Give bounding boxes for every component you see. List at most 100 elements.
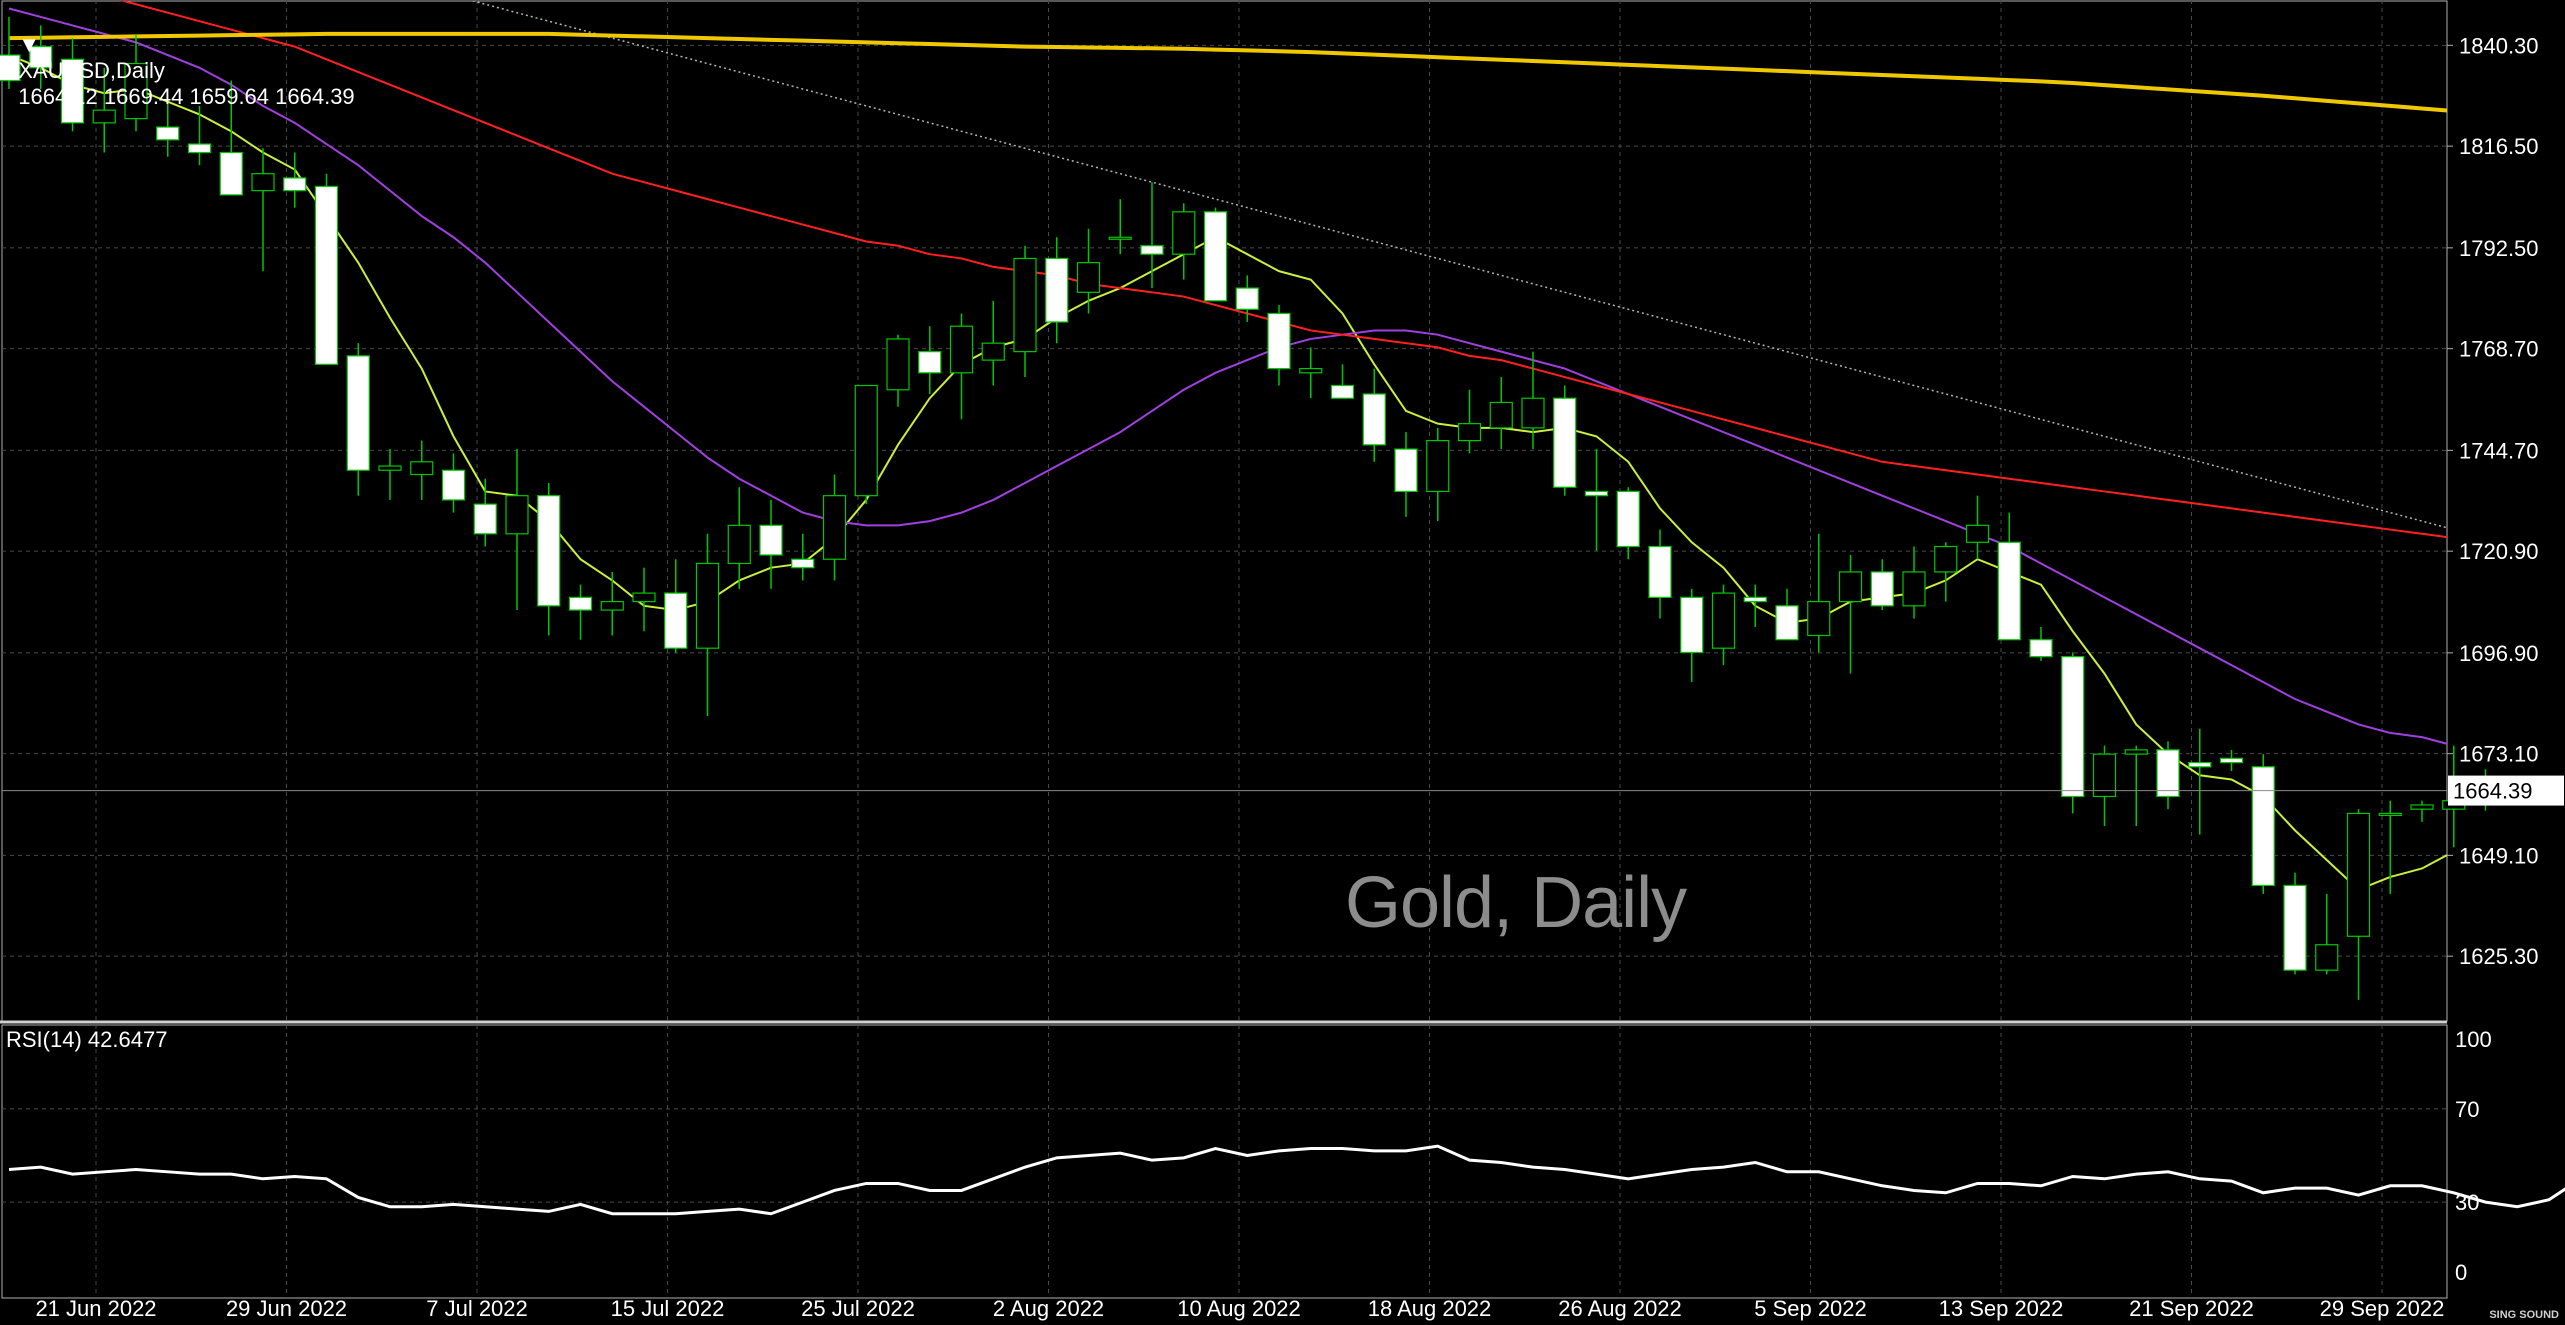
bull-candle [632, 592, 656, 603]
rsi-panel-frame [1, 1024, 2448, 1299]
bull-candle [949, 325, 974, 374]
bull-candle [1521, 397, 1545, 429]
ma-100-line [470, 1, 2447, 529]
rsi-line [8, 1144, 2565, 1216]
bull-candle [695, 562, 720, 649]
bear-candle [1330, 384, 1355, 399]
date-label: 7 Jul 2022 [426, 1296, 528, 1321]
rsi-tick-label: 30 [2455, 1190, 2479, 1215]
bear-candle [473, 503, 497, 535]
bear-candle [1203, 211, 1228, 302]
bull-candle [124, 62, 148, 120]
date-label: 13 Sep 2022 [1939, 1296, 2064, 1321]
bear-candle [2283, 884, 2307, 971]
bear-candle [1362, 393, 1386, 446]
bull-candle [600, 600, 624, 611]
bull-candle [886, 338, 910, 391]
bear-candle [1648, 545, 1672, 598]
candles [0, 16, 2498, 1000]
bear-candle [219, 151, 243, 196]
bear-candle [2188, 761, 2212, 768]
bull-candle [1838, 571, 1863, 603]
price-tick-label: 1649.10 [2459, 843, 2539, 868]
bear-candle [2029, 639, 2053, 658]
bear-candle [1140, 245, 1164, 255]
ma-5-line [8, 54, 2447, 891]
bull-candle [92, 109, 116, 124]
bear-candle [664, 592, 688, 649]
moving-averages [8, 1, 2447, 891]
bear-candle [1553, 397, 1577, 488]
bull-candle [1076, 262, 1101, 293]
symbol-label[interactable]: XAUUSD,Daily [18, 58, 165, 83]
bull-candle [2410, 804, 2434, 810]
bear-candle [1616, 490, 1640, 548]
bear-candle [1394, 448, 1418, 493]
bear-candle [2219, 757, 2244, 764]
bear-candle [1743, 596, 1767, 603]
chart-header: ▼ XAUUSD,Daily 1664.12 1669.44 1659.64 1… [6, 6, 355, 110]
ohlc-values: 1664.12 1669.44 1659.64 1664.39 [18, 84, 355, 109]
chart-watermark: Gold, Daily [1345, 863, 1687, 943]
bear-candle [791, 558, 815, 569]
bear-candle [537, 495, 561, 607]
date-label: 29 Sep 2022 [2320, 1296, 2445, 1321]
last-price-tag [2448, 775, 2564, 806]
bear-candle [1584, 490, 1609, 497]
bear-candle [1045, 257, 1069, 323]
axes: 1840.30 1816.50 1792.50 1768.70 1744.70 1720.… [2, 33, 2564, 1321]
rsi-panel [2, 1108, 2565, 1216]
date-label: 29 Jun 2022 [226, 1296, 347, 1321]
date-label: 21 Jun 2022 [35, 1296, 156, 1321]
price-tick-label: 1816.50 [2459, 134, 2539, 159]
ma-20-line [8, 7, 2447, 745]
bull-candle [1902, 571, 1926, 607]
date-label: 15 Jul 2022 [611, 1296, 725, 1321]
bull-candle [981, 342, 1005, 361]
bear-candle [29, 46, 53, 69]
bull-candle [854, 384, 878, 497]
bear-candle [1997, 541, 2021, 641]
price-tick-label: 1744.70 [2459, 438, 2539, 463]
rsi-tick-label: 0 [2455, 1260, 2467, 1285]
bull-candle [1934, 545, 1958, 573]
bull-candle [1965, 524, 1990, 543]
date-label: 21 Sep 2022 [2129, 1296, 2254, 1321]
date-label: 10 Aug 2022 [1177, 1296, 1301, 1321]
rsi-title: RSI(14) 42.6477 [6, 1027, 168, 1052]
bull-candle [410, 461, 434, 476]
date-label: 2 Aug 2022 [993, 1296, 1104, 1321]
bear-candle [1267, 312, 1291, 370]
bull-candle [1108, 236, 1132, 240]
bull-candle [1711, 592, 1736, 649]
bull-candle [2346, 812, 2371, 937]
last-price-label: 1664.39 [2453, 779, 2533, 804]
bear-candle [283, 177, 307, 192]
ma-200-line [8, 31, 2447, 113]
date-label: 25 Jul 2022 [801, 1296, 915, 1321]
bear-candle [1235, 287, 1259, 310]
bull-candle [2315, 944, 2339, 971]
bull-candle [1172, 211, 1196, 255]
bull-candle [505, 495, 529, 535]
date-label: 5 Sep 2022 [1754, 1296, 1867, 1321]
bull-candle [1489, 401, 1513, 429]
bear-candle [60, 58, 85, 124]
bear-candle [1870, 571, 1894, 607]
bear-candle [314, 185, 339, 365]
rsi-tick-label: 100 [2455, 1027, 2492, 1052]
bull-candle [2092, 753, 2117, 798]
bull-candle [1807, 600, 1831, 637]
price-tick-label: 1768.70 [2459, 337, 2539, 362]
bull-candle [727, 524, 751, 565]
bull-candle [822, 495, 847, 560]
symbol-dropdown-icon[interactable]: ▼ [18, 32, 41, 57]
bear-candle [346, 355, 370, 471]
bear-candle [0, 54, 21, 82]
bear-candle [441, 469, 466, 501]
price-tick-label: 1792.50 [2459, 236, 2539, 261]
price-tick-label: 1720.90 [2459, 539, 2539, 564]
bull-candle [251, 173, 275, 192]
bull-candle [1299, 367, 1323, 374]
